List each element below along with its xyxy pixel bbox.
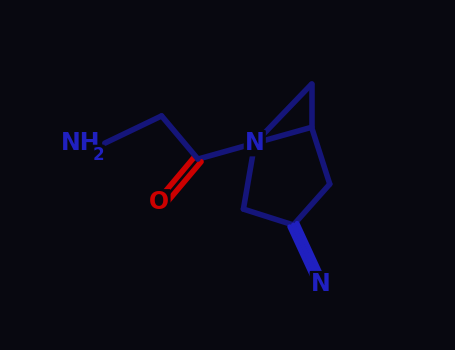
Text: N: N (245, 131, 265, 155)
Text: 2: 2 (92, 146, 104, 163)
Text: N: N (311, 272, 330, 296)
Text: NH: NH (61, 131, 100, 155)
Text: O: O (149, 190, 169, 214)
